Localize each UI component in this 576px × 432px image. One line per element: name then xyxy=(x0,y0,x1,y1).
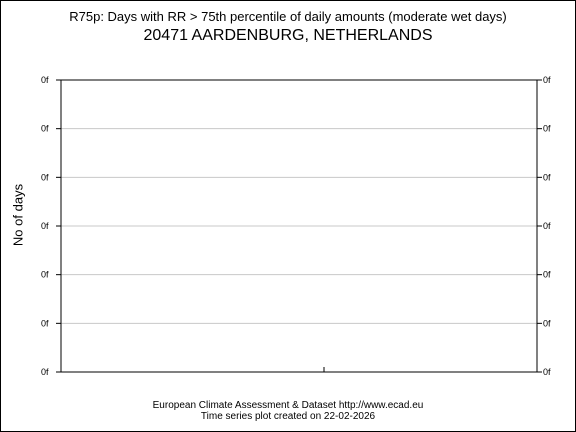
y-tick-label-left: 0f xyxy=(41,318,49,328)
footer-created: Time series plot created on 22-02-2026 xyxy=(200,411,376,422)
y-tick-label-left: 0f xyxy=(41,221,49,231)
y-tick-label-left: 0f xyxy=(41,124,49,134)
y-tick-label-right: 0f xyxy=(543,367,551,377)
footer-source: European Climate Assessment & Dataset ht… xyxy=(152,400,424,411)
gridlines xyxy=(61,128,537,324)
y-tick-label-right: 0f xyxy=(543,318,551,328)
chart-subtitle: 20471 AARDENBURG, NETHERLANDS xyxy=(143,27,433,44)
axis-ticks: 0f 0f 0f 0f 0f 0f 0f 0f 0f 0f 0f 0f 0f 0f xyxy=(41,75,551,377)
y-tick-label-right: 0f xyxy=(543,172,551,182)
chart-title: R75p: Days with RR > 75th percentile of … xyxy=(69,9,507,24)
y-tick-label-right: 0f xyxy=(543,75,551,85)
y-tick-label-left: 0f xyxy=(41,367,49,377)
y-tick-label-left: 0f xyxy=(41,270,49,280)
y-tick-label-right: 0f xyxy=(543,124,551,134)
y-tick-label-left: 0f xyxy=(41,172,49,182)
y-tick-label-left: 0f xyxy=(41,75,49,85)
y-tick-label-right: 0f xyxy=(543,270,551,280)
y-tick-label-right: 0f xyxy=(543,221,551,231)
